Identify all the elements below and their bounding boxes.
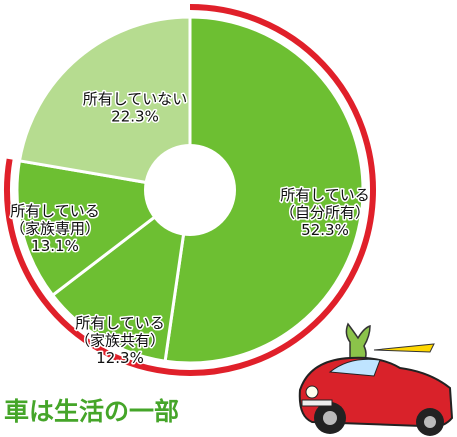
slice: [17, 15, 192, 192]
value-label: 13.1%: [31, 237, 79, 255]
slice-label: 所有していない: [83, 90, 188, 108]
slice-label: 所有している（自分所有）: [280, 186, 370, 221]
caption: 車は生活の一部: [4, 397, 179, 426]
car-illustration: [298, 322, 454, 436]
value-label: 22.3%: [111, 108, 159, 126]
slice: [50, 186, 193, 363]
slice: [163, 15, 365, 365]
labels: 所有している（自分所有）52.3% 所有している（家族共有）12.3% 所有している…: [8, 89, 371, 369]
value-label: 12.3%: [96, 349, 144, 367]
pie: [15, 15, 365, 365]
value-label: 52.3%: [301, 221, 349, 239]
slice-label: 所有している（家族専用）: [10, 202, 100, 237]
highlight-arc: [4, 4, 376, 376]
slice-label: 所有している（家族共有）: [75, 314, 165, 349]
donut-hole: [144, 144, 236, 236]
